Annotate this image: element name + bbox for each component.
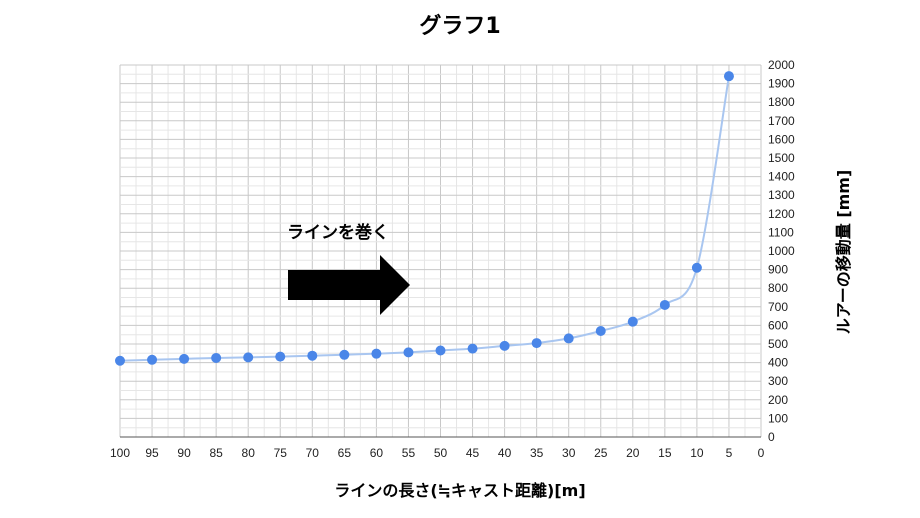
x-tick-label: 35	[530, 446, 544, 460]
data-point	[627, 316, 638, 327]
data-point	[179, 353, 190, 364]
data-point	[403, 347, 414, 358]
y-tick-label: 1600	[768, 132, 795, 146]
y-tick-label: 1300	[768, 188, 795, 202]
x-tick-label: 85	[209, 446, 223, 460]
y-tick-label: 1900	[768, 77, 795, 91]
data-point	[339, 349, 350, 360]
data-point	[275, 351, 286, 362]
x-tick-label: 55	[402, 446, 416, 460]
x-tick-label: 70	[306, 446, 320, 460]
x-tick-label: 50	[434, 446, 448, 460]
data-point	[371, 348, 382, 359]
y-tick-label: 600	[768, 318, 788, 332]
x-tick-label: 30	[562, 446, 576, 460]
data-point	[211, 352, 222, 363]
x-tick-label: 95	[145, 446, 159, 460]
data-point	[531, 338, 542, 349]
x-tick-label: 60	[370, 446, 384, 460]
x-tick-label: 75	[274, 446, 288, 460]
data-point	[115, 355, 125, 366]
x-tick-label: 90	[177, 446, 191, 460]
y-tick-label: 100	[768, 411, 788, 425]
y-tick-label: 900	[768, 263, 788, 277]
x-tick-label: 20	[626, 446, 640, 460]
y-tick-label: 0	[768, 430, 775, 444]
annotation-label: ラインを巻く	[287, 222, 389, 243]
data-point	[499, 340, 510, 351]
x-tick-label: 15	[658, 446, 672, 460]
data-point	[691, 262, 702, 273]
y-tick-label: 1200	[768, 207, 795, 221]
y-axis-ticks: 0 100 200 300 400 500 600 700 800 900 1000 1100 1200…	[768, 58, 795, 444]
data-point	[147, 354, 158, 365]
y-tick-label: 1100	[768, 225, 794, 239]
y-tick-label: 1800	[768, 95, 795, 109]
x-axis-ticks: 100 95 90 85 80 75 70 65 60 55 50 45 40 35 30 25 20 15 10 5…	[110, 446, 765, 460]
x-tick-label: 45	[466, 446, 480, 460]
data-point	[723, 71, 734, 82]
y-tick-label: 1400	[768, 170, 795, 184]
y-axis-label: ルアーの移動量 [mm]	[834, 170, 853, 335]
x-tick-label: 100	[110, 446, 130, 460]
x-tick-label: 5	[726, 446, 733, 460]
data-point	[467, 343, 478, 354]
right-arrow-icon	[288, 255, 410, 315]
y-tick-label: 1000	[768, 244, 795, 258]
x-tick-label: 40	[498, 446, 512, 460]
data-point	[595, 325, 606, 336]
y-tick-label: 200	[768, 393, 788, 407]
x-tick-label: 25	[594, 446, 608, 460]
chart-title: グラフ1	[419, 13, 500, 39]
data-point	[563, 333, 574, 344]
y-tick-label: 300	[768, 374, 788, 388]
y-tick-label: 500	[768, 337, 788, 351]
y-tick-label: 700	[768, 300, 788, 314]
x-tick-label: 65	[338, 446, 352, 460]
x-tick-label: 80	[242, 446, 256, 460]
y-tick-label: 1500	[768, 151, 795, 165]
chart-grid	[119, 64, 762, 438]
data-point	[659, 299, 670, 310]
data-point	[243, 352, 254, 363]
y-tick-label: 400	[768, 356, 788, 370]
data-point	[435, 345, 446, 356]
x-tick-label: 10	[690, 446, 704, 460]
data-point	[307, 350, 318, 361]
y-tick-label: 1700	[768, 114, 795, 128]
y-tick-label: 800	[768, 281, 788, 295]
y-tick-label: 2000	[768, 58, 795, 72]
chart-series	[115, 71, 734, 366]
x-tick-label: 0	[758, 446, 765, 460]
x-axis-label: ラインの長さ(≒キャスト距離)[m]	[334, 481, 585, 500]
